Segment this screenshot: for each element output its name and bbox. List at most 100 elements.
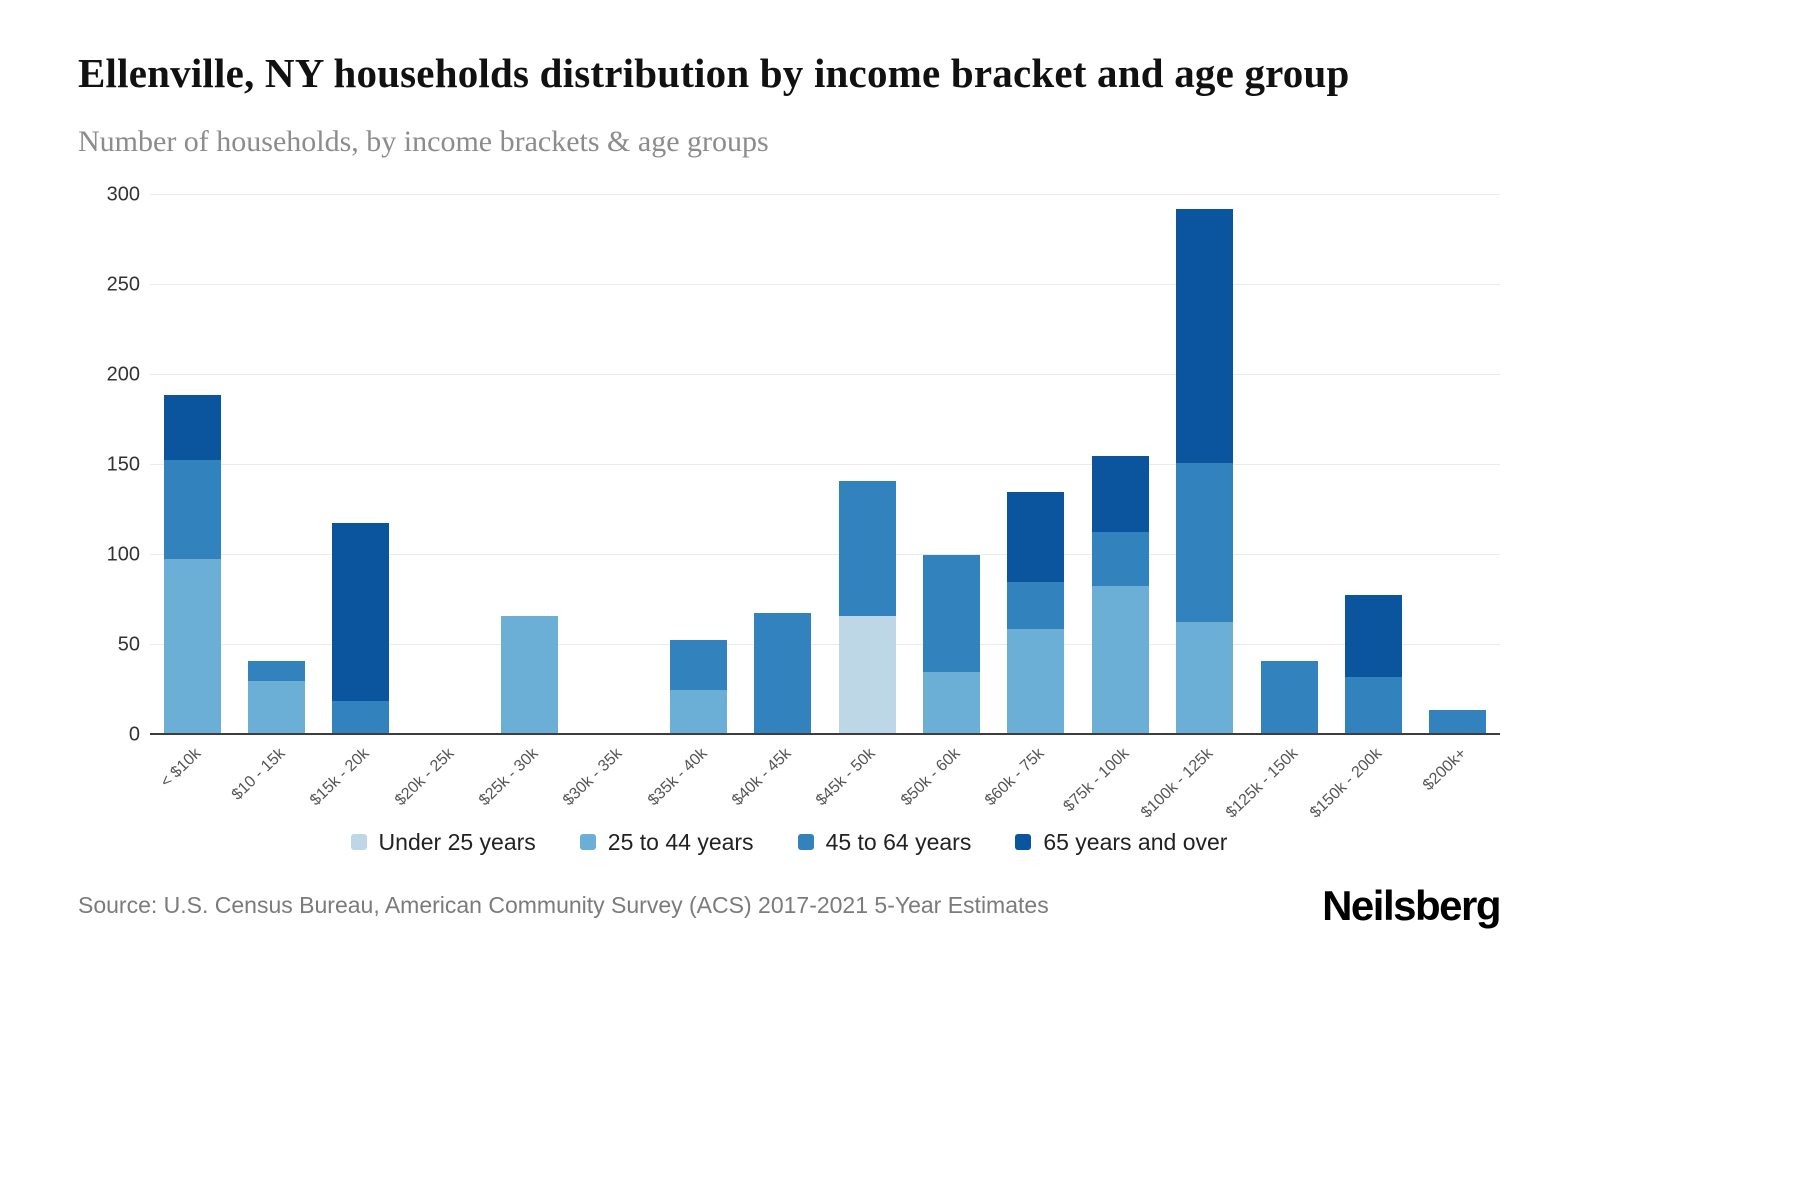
x-tick-label: $200k+ xyxy=(1419,744,1470,794)
chart-title: Ellenville, NY households distribution b… xyxy=(78,50,1350,96)
bar-segment xyxy=(248,661,306,681)
bar xyxy=(163,394,221,735)
bar xyxy=(1260,661,1318,735)
plot-area xyxy=(150,193,1500,735)
bar-segment xyxy=(923,554,981,672)
y-tick-label: 0 xyxy=(128,723,140,746)
bars-row xyxy=(150,195,1500,735)
legend-item: Under 25 years xyxy=(350,828,536,856)
bar-segment xyxy=(923,671,981,735)
gridline xyxy=(150,643,1500,645)
bar xyxy=(669,639,727,735)
bar-slot xyxy=(1163,195,1247,735)
bar-segment xyxy=(163,558,221,735)
x-slot: $45k - 50k xyxy=(813,735,909,827)
bar-slot xyxy=(741,195,825,735)
legend-label: 45 to 64 years xyxy=(825,828,972,855)
bar-slot xyxy=(656,195,740,735)
x-slot: $25k - 30k xyxy=(476,735,572,827)
bar-segment xyxy=(669,689,727,735)
y-tick-label: 300 xyxy=(106,183,140,206)
bar-segment xyxy=(163,459,221,559)
bar-segment xyxy=(1176,209,1234,464)
x-slot: $200k+ xyxy=(1416,735,1500,827)
y-axis: 0 50 100 150 200 250 300 xyxy=(78,183,150,745)
x-slot: $35k - 40k xyxy=(645,735,740,827)
x-slot: $40k - 45k xyxy=(729,735,825,827)
gridline xyxy=(150,193,1500,195)
x-axis-labels: < $10k $10 - 15k $15k - 20k $20k - 25k $25k … xyxy=(150,735,1500,827)
legend-label: Under 25 years xyxy=(378,828,536,855)
bar-segment xyxy=(1344,677,1402,735)
x-slot: $150k - 200k xyxy=(1307,735,1415,827)
stacked-bar-chart: 0 50 100 150 200 250 300 < $10k $10 - 15k $15k -… xyxy=(78,183,1500,856)
x-slot: < $10k xyxy=(150,735,234,827)
bar xyxy=(501,616,559,735)
y-tick-label: 150 xyxy=(106,453,140,476)
x-slot: $30k - 35k xyxy=(560,735,656,827)
page: Ellenville, NY households distribution b… xyxy=(78,50,1501,930)
bar xyxy=(1429,709,1487,735)
legend-swatch xyxy=(350,834,367,851)
bar-segment xyxy=(163,394,221,460)
bar-segment xyxy=(669,639,727,690)
bar-slot xyxy=(909,195,993,735)
legend-item: 25 to 44 years xyxy=(579,828,754,856)
gridline xyxy=(150,283,1500,285)
axis-spacer xyxy=(78,735,150,827)
bar-slot xyxy=(1078,195,1162,735)
bar xyxy=(1344,594,1402,735)
bar-segment xyxy=(248,680,306,735)
gridline xyxy=(150,463,1500,465)
bar xyxy=(923,554,981,735)
y-tick-label: 50 xyxy=(117,633,140,656)
bar-segment xyxy=(838,616,896,735)
bar xyxy=(754,612,812,735)
chart-subtitle: Number of households, by income brackets… xyxy=(78,124,769,158)
bar-segment xyxy=(1091,455,1149,532)
x-axis-line xyxy=(150,732,1500,735)
bar-slot xyxy=(1247,195,1331,735)
gridline xyxy=(150,553,1500,555)
bar xyxy=(1091,455,1149,735)
bar-segment xyxy=(1091,531,1149,586)
bar xyxy=(838,481,896,735)
y-tick-label: 100 xyxy=(106,543,140,566)
bar-segment xyxy=(1260,661,1318,735)
bar-slot xyxy=(403,195,487,735)
x-tick-label: $10 - 15k xyxy=(228,744,289,804)
bar-slot xyxy=(572,195,656,735)
x-slot: $20k - 25k xyxy=(392,735,487,827)
legend: Under 25 years 25 to 44 years 45 to 64 yea… xyxy=(78,829,1500,856)
bar-segment xyxy=(501,616,559,735)
bar-slot xyxy=(1416,195,1500,735)
bar-segment xyxy=(1091,585,1149,735)
bar xyxy=(1007,491,1065,735)
bar-segment xyxy=(1007,628,1065,735)
bar-segment xyxy=(332,522,390,701)
bar-slot xyxy=(488,195,572,735)
legend-item: 65 years and over xyxy=(1015,829,1227,856)
bar xyxy=(1176,209,1234,735)
plot-wrap: 0 50 100 150 200 250 300 xyxy=(78,183,1500,745)
bar-slot xyxy=(994,195,1078,735)
bar-slot xyxy=(319,195,403,735)
bar-segment xyxy=(1344,594,1402,678)
bar-segment xyxy=(332,700,390,735)
y-tick-label: 200 xyxy=(106,363,140,386)
bar-slot xyxy=(825,195,909,735)
bar xyxy=(248,661,306,735)
x-axis: < $10k $10 - 15k $15k - 20k $20k - 25k $25k … xyxy=(78,735,1500,827)
bar-segment xyxy=(754,612,812,735)
bar-segment xyxy=(1176,463,1234,622)
legend-label: 65 years and over xyxy=(1043,828,1228,855)
bar-slot xyxy=(234,195,318,735)
bar-segment xyxy=(1007,491,1065,582)
legend-label: 25 to 44 years xyxy=(607,828,754,855)
bar-slot xyxy=(1331,195,1415,735)
legend-swatch xyxy=(579,834,596,851)
brand-logo: Neilsberg xyxy=(1322,881,1501,929)
x-slot: $50k - 60k xyxy=(898,735,993,827)
x-slot: $10 - 15k xyxy=(229,735,318,827)
footer: Source: U.S. Census Bureau, American Com… xyxy=(78,881,1501,930)
